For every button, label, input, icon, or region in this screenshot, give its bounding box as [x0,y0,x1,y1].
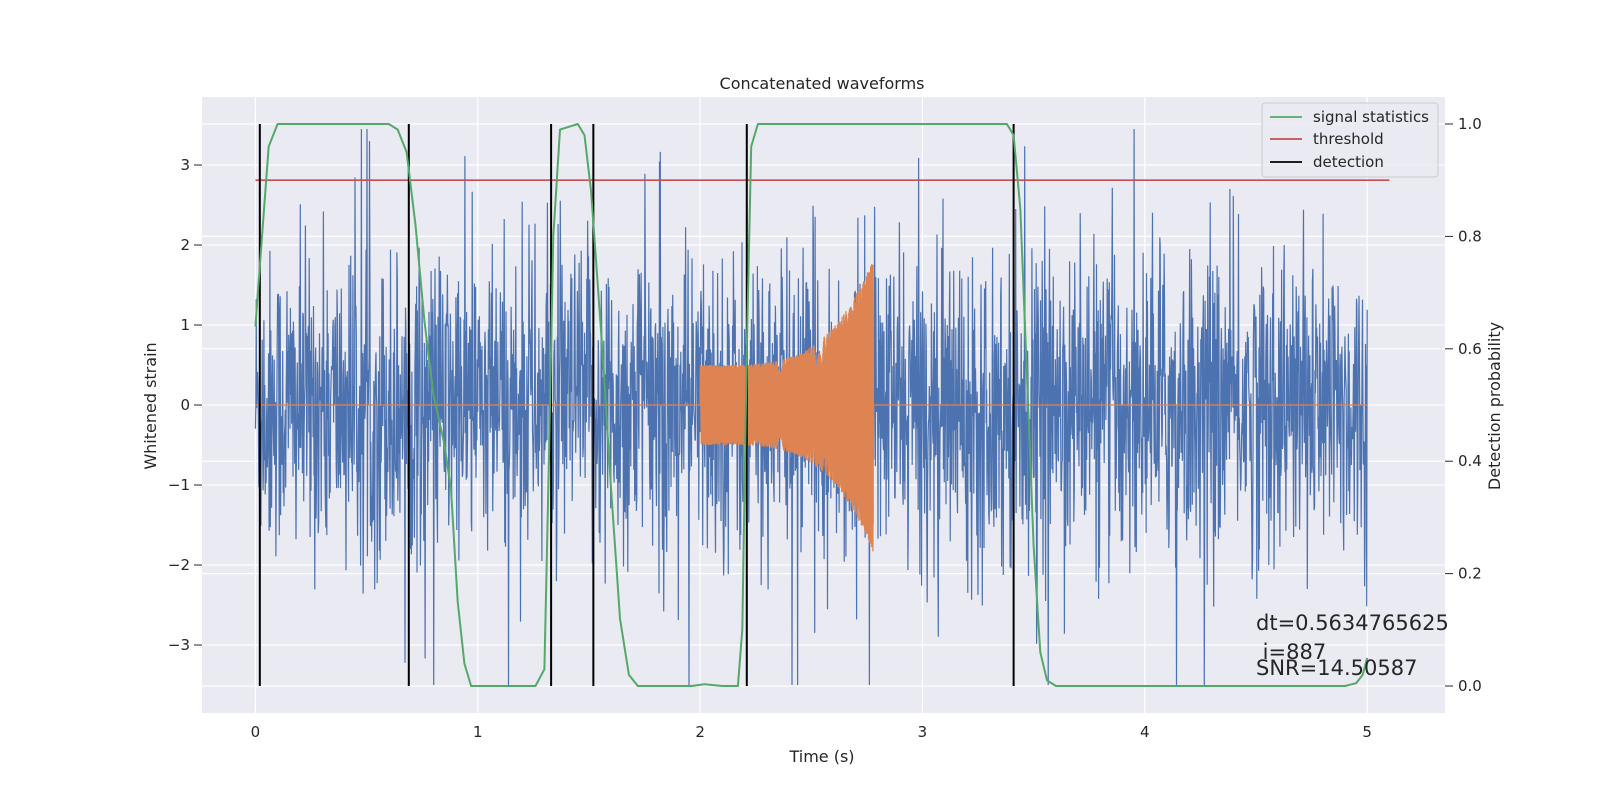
legend-label-detection: detection [1313,153,1384,171]
y2-tick-label: 0.8 [1458,227,1482,245]
signal-statistics-line [254,123,1369,687]
y-tick-label: 3 [180,156,190,174]
y2-tick-label: 0.0 [1458,677,1482,695]
y-tick-label: 2 [180,236,190,254]
y-tick-label: −2 [168,556,190,574]
x-tick-label: 0 [251,723,261,741]
chirp-line [255,264,1368,552]
annotation: dt=0.5634765625 i=887 SNR=14.50587 [1256,611,1449,680]
x-axis-label: Time (s) [788,747,854,766]
y-ticks: −3 −2 −1 0 1 2 3 [168,156,202,654]
annotation-line-snr: SNR=14.50587 [1256,656,1417,680]
signal-statistics-series [254,123,1369,687]
legend-frame [1261,102,1439,178]
y-tick-label: −1 [168,476,190,494]
annotation-line-index: i=887 [1256,640,1326,664]
y2-axis-label: Detection probability [1485,322,1504,490]
x-tick-label: 4 [1140,723,1150,741]
y-axis-label: Whitened strain [141,342,160,469]
legend-label-threshold: threshold [1313,130,1384,148]
y2-tick-label: 0.4 [1458,452,1482,470]
y-tick-label: 0 [180,396,190,414]
y2-tick-label: 0.6 [1458,340,1482,358]
y2-tick-label: 0.2 [1458,565,1482,583]
chirp-series [255,264,1368,552]
y-tick-label: −3 [168,636,190,654]
y-tick-label: 1 [180,316,190,334]
x-ticks: 0 1 2 3 4 5 [251,723,1372,741]
legend-label-signal-statistics: signal statistics [1313,108,1429,126]
x-tick-label: 5 [1362,723,1372,741]
x-tick-label: 1 [473,723,483,741]
x-tick-label: 3 [918,723,928,741]
annotation-line-dt: dt=0.5634765625 [1256,611,1449,635]
legend: signal statistics threshold detection [1261,102,1439,178]
y2-tick-label: 1.0 [1458,115,1482,133]
x-tick-label: 2 [695,723,705,741]
y2-ticks: 0.0 0.2 0.4 0.6 0.8 1.0 [1445,115,1482,695]
chart-title: Concatenated waveforms [720,74,925,93]
